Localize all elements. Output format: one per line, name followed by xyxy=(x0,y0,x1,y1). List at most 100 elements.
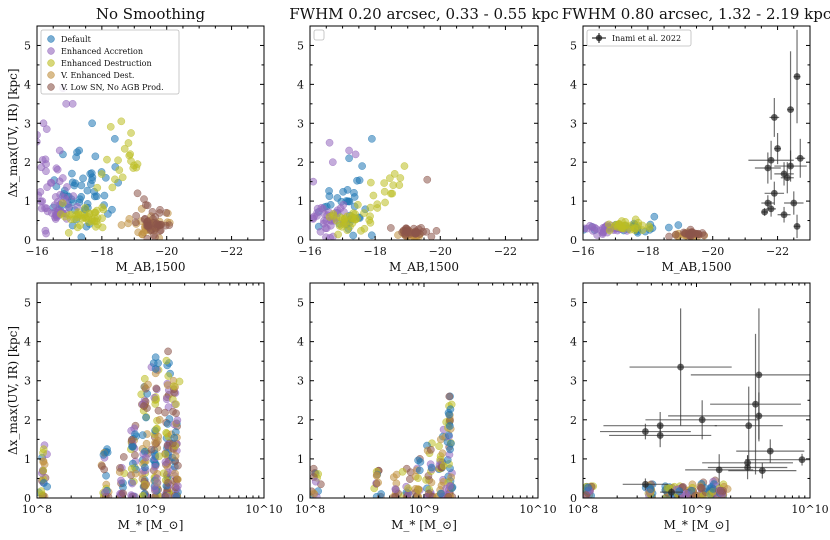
ytick-label: 4 xyxy=(570,336,577,349)
marker-enhanced-destruction xyxy=(125,151,134,160)
obs-marker xyxy=(767,156,775,164)
marker-enhanced-accretion xyxy=(325,138,334,147)
marker-default xyxy=(345,154,353,163)
marker-default xyxy=(367,231,376,240)
marker-enhanced-destruction xyxy=(334,230,342,239)
ytick-label: 3 xyxy=(297,375,304,388)
marker-enhanced-destruction xyxy=(97,170,106,178)
obs-marker xyxy=(755,371,763,379)
marker-default xyxy=(333,194,342,202)
marker-enhanced-destruction xyxy=(634,221,643,230)
marker-enhanced-accretion xyxy=(351,150,360,159)
legend-label: V. Low SN, No AGB Prod. xyxy=(60,83,164,92)
marker-enhanced-accretion xyxy=(589,227,597,235)
x-axis-label: M_AB,1500 xyxy=(389,260,459,274)
marker-v-low-sn-no-agb-prod- xyxy=(411,230,420,238)
marker-v-low-sn-no-agb-prod- xyxy=(154,406,163,415)
legend-label: Inami et al. 2022 xyxy=(612,34,681,43)
marker-v-low-sn-no-agb-prod- xyxy=(424,489,433,498)
marker-enhanced-accretion xyxy=(53,165,62,174)
obs-marker xyxy=(758,467,766,475)
marker-default xyxy=(110,134,119,143)
marker-v-low-sn-no-agb-prod- xyxy=(119,453,128,461)
ytick-label: 0 xyxy=(297,234,304,247)
marker-v-enhanced-dest- xyxy=(144,380,152,389)
marker-v-low-sn-no-agb-prod- xyxy=(127,435,136,444)
marker-v-low-sn-no-agb-prod- xyxy=(132,211,141,220)
xtick-label: 10^9 xyxy=(135,503,165,516)
marker-enhanced-accretion xyxy=(42,229,50,238)
marker-default xyxy=(172,492,181,498)
legend-marker xyxy=(595,34,603,42)
marker-enhanced-accretion xyxy=(161,458,170,466)
marker-enhanced-destruction xyxy=(388,189,397,198)
marker-low xyxy=(716,486,725,495)
marker-low xyxy=(682,489,691,498)
marker-enhanced-accretion xyxy=(599,223,607,232)
ytick-label: 4 xyxy=(297,78,304,91)
obs-marker xyxy=(752,400,759,408)
obs-marker xyxy=(668,488,675,496)
panel-fwhm-020: 0 1 2 3 4 5 −16 −18 −20 −22 FWHM 0.20 arcsec, 0.33… xyxy=(289,5,559,274)
marker-enhanced-accretion xyxy=(328,158,337,167)
marker-v-enhanced-dest- xyxy=(373,471,381,479)
xtick-label: 10^9 xyxy=(681,503,711,516)
marker-default xyxy=(68,178,77,187)
marker-enhanced-destruction xyxy=(120,144,129,153)
marker-enhanced-destruction xyxy=(115,166,124,174)
marker-enhanced-destruction xyxy=(170,382,178,391)
ytick-label: 4 xyxy=(24,336,31,349)
marker-enhanced-destruction xyxy=(152,395,161,404)
marker-v-enhanced-dest- xyxy=(414,485,423,494)
marker-v-low-sn-no-agb-prod- xyxy=(155,209,164,217)
obs-marker xyxy=(783,174,791,182)
ytick-label: 5 xyxy=(297,297,304,310)
marker-enhanced-destruction xyxy=(161,450,170,459)
marker-enhanced-destruction xyxy=(114,156,122,165)
obs-marker xyxy=(787,106,794,114)
marker-enhanced-destruction xyxy=(348,219,357,228)
marker-enhanced-destruction xyxy=(386,174,394,183)
ytick-label: 0 xyxy=(297,492,304,505)
ytick-label: 5 xyxy=(570,39,577,52)
ytick-label: 5 xyxy=(297,39,304,52)
marker-enhanced-destruction xyxy=(124,139,133,147)
ytick-label: 2 xyxy=(24,156,31,169)
panel-mass-no-smoothing: 0 1 2 3 4 5 10^8 10^9 10^10 M_* [M_⊙] Δx_max(UV, I… xyxy=(6,282,283,532)
marker-v-enhanced-dest- xyxy=(131,469,140,478)
xtick-label: 10^10 xyxy=(791,503,828,516)
marker-enhanced-destruction xyxy=(159,469,168,478)
ytick-label: 3 xyxy=(24,375,31,388)
marker-enhanced-destruction xyxy=(133,160,142,168)
plot-area xyxy=(583,308,810,498)
legend-marker xyxy=(47,35,55,43)
marker-v-enhanced-dest- xyxy=(154,432,163,441)
marker-enhanced-destruction xyxy=(118,173,127,182)
marker-enhanced-accretion xyxy=(101,488,110,497)
obs-marker xyxy=(770,189,778,197)
y-axis-label: Δx_max(UV, IR) [kpc] xyxy=(6,326,20,455)
ytick-label: 2 xyxy=(297,156,304,169)
marker-default xyxy=(446,422,454,430)
obs-marker xyxy=(698,416,706,424)
panel-title: FWHM 0.20 arcsec, 0.33 - 0.55 kpc xyxy=(289,5,559,23)
marker-enhanced-destruction xyxy=(400,162,409,170)
marker-default xyxy=(664,223,673,232)
marker-enhanced-accretion xyxy=(68,99,77,108)
marker-enhanced-accretion xyxy=(311,477,320,486)
obs-marker xyxy=(761,208,768,216)
ytick-label: 4 xyxy=(297,336,304,349)
obs-marker xyxy=(774,145,781,152)
marker-default xyxy=(163,420,172,428)
marker-default xyxy=(88,119,96,128)
ytick-label: 0 xyxy=(570,492,577,505)
marker-enhanced-destruction xyxy=(127,129,135,137)
marker-enhanced-destruction xyxy=(354,200,362,209)
marker-enhanced-accretion xyxy=(42,160,50,168)
marker-enhanced-destruction xyxy=(37,487,46,495)
marker-v-low-sn-no-agb-prod- xyxy=(156,226,165,235)
marker-enhanced-accretion xyxy=(310,177,318,186)
marker-v-low-sn-no-agb-prod- xyxy=(169,407,177,416)
marker-enhanced-accretion xyxy=(63,183,71,191)
marker-default xyxy=(79,174,87,183)
